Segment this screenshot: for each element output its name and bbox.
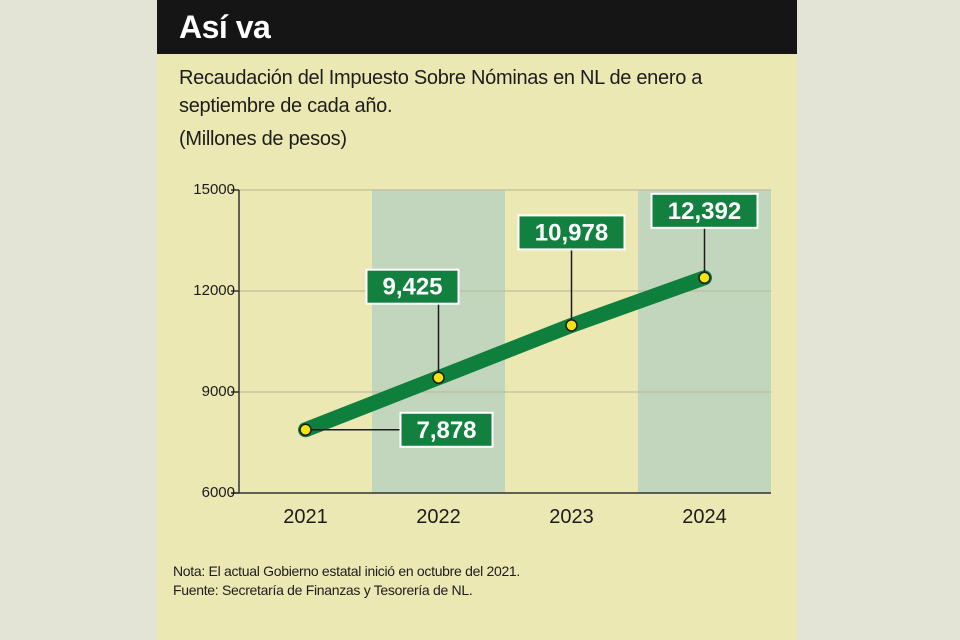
data-point	[698, 271, 711, 285]
callout-box	[517, 214, 626, 251]
data-label: 9,425	[382, 274, 442, 301]
axes	[231, 190, 771, 494]
series-line-path	[298, 270, 712, 438]
x-tick-labels: 2021 2022 2023 2024	[283, 506, 727, 528]
infographic-card: Así va Recaudación del Impuesto Sobre Nó…	[157, 0, 797, 640]
x-tick-label: 2022	[416, 506, 461, 528]
series-line	[298, 270, 712, 438]
data-label: 7,878	[416, 417, 476, 444]
data-point	[299, 423, 312, 437]
x-tick-label: 2021	[283, 506, 328, 528]
data-point	[565, 319, 578, 332]
callout-box	[365, 268, 460, 305]
callout-box	[650, 192, 759, 229]
y-tick-label: 6000	[202, 484, 235, 501]
x-tick-label: 2023	[549, 506, 594, 528]
data-label: 10,978	[535, 219, 608, 246]
data-label: 12,392	[668, 198, 741, 225]
chart-title: Así va	[179, 9, 271, 45]
y-tick-label: 12000	[193, 282, 235, 299]
y-tick-label: 15000	[193, 181, 235, 198]
y-tick-label: 9000	[202, 383, 235, 400]
source-text: Fuente: Secretaría de Finanzas y Tesorer…	[173, 582, 473, 598]
value-callouts: 7,878 9,425 10,978 12,392	[305, 192, 759, 448]
callout-box	[399, 411, 494, 448]
y-tick-labels: 15000 12000 9000 6000	[193, 181, 235, 501]
data-points	[299, 271, 711, 437]
units-label: (Millones de pesos)	[179, 128, 347, 150]
chart-subtitle: Recaudación del Impuesto Sobre Nóminas e…	[179, 67, 703, 117]
note-text: Nota: El actual Gobierno estatal inició …	[173, 563, 521, 579]
data-point	[432, 371, 445, 384]
title-bar: Así va	[157, 0, 797, 54]
notes-block: Nota: El actual Gobierno estatal inició …	[173, 562, 520, 600]
x-tick-label: 2024	[682, 506, 727, 528]
